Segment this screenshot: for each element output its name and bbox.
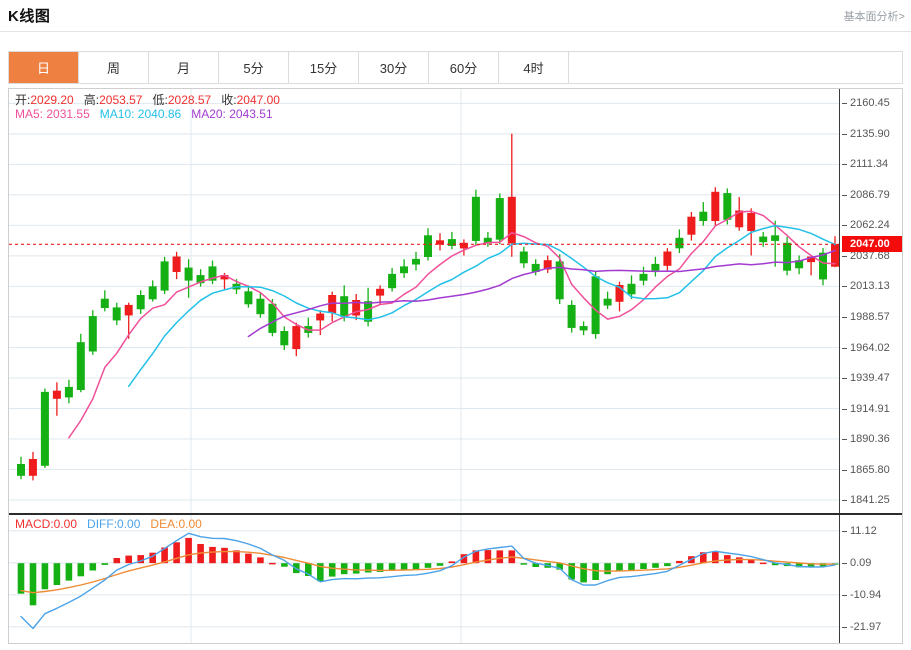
price-tick-7: 1988.57 [850, 310, 890, 323]
tab-7[interactable]: 4时 [499, 52, 569, 83]
price-tick-11: 1890.36 [850, 433, 890, 445]
price-tick-6: 2013.13 [850, 280, 890, 293]
current-price-tag: 2047.00 [842, 236, 902, 253]
price-tick-mark [842, 255, 847, 257]
price-tick-mark [842, 347, 847, 349]
tab-label: 60分 [449, 61, 478, 76]
price-tick-2: 2111.34 [850, 158, 889, 171]
price-tick-1: 2135.90 [850, 127, 890, 140]
price-tick-mark [842, 286, 847, 288]
tab-3[interactable]: 5分 [219, 52, 289, 83]
candlestick-plot[interactable] [9, 89, 902, 514]
tab-2[interactable]: 月 [149, 52, 219, 83]
tab-label: 4时 [523, 61, 544, 76]
price-tick-mark [842, 408, 847, 410]
tab-label: 周 [106, 61, 120, 76]
chart-frame: 开:2029.20 高:2053.57 低:2028.57 收:2047.00 … [8, 88, 903, 644]
macd-axis-line [839, 515, 840, 643]
price-tick-10: 1914.91 [850, 402, 890, 415]
price-tick-mark [842, 378, 847, 379]
macd-tick-3: -21.97 [850, 620, 882, 633]
price-tick-mark [842, 103, 847, 105]
price-tick-4: 2062.24 [850, 219, 890, 232]
price-tick-5: 2037.68 [850, 249, 890, 262]
price-pane[interactable]: 开:2029.20 高:2053.57 低:2028.57 收:2047.00 … [9, 89, 902, 514]
price-tick-mark [842, 133, 847, 135]
price-tick-mark [842, 194, 847, 196]
macd-tick-mark [842, 594, 847, 596]
macd-tick-mark [842, 530, 847, 532]
macd-axis-labels: 11.12 0.09 -10.94 -21.97 [842, 515, 902, 643]
macd-tick-mark [842, 562, 847, 564]
price-tick-0: 2160.45 [850, 97, 890, 110]
page-title: K线图 [8, 8, 51, 25]
macd-tick-0: 11.12 [850, 524, 877, 537]
price-tick-9: 1939.47 [850, 372, 890, 384]
period-tab-bar: 日 周 月 5分 15分 30分 60分 4时 [8, 51, 903, 84]
price-tick-mark [842, 225, 847, 227]
tab-bar-filler [569, 52, 902, 83]
price-tick-8: 1964.02 [850, 341, 890, 354]
tab-4[interactable]: 15分 [289, 52, 359, 83]
price-axis-line [839, 89, 840, 514]
price-tick-mark [842, 500, 847, 501]
page-header: K线图 基本面分析> [0, 0, 911, 32]
fundamental-analysis-link[interactable]: 基本面分析> [843, 11, 905, 23]
price-tick-mark [842, 469, 847, 471]
price-tick-mark [842, 439, 847, 440]
price-tick-13: 1841.25 [850, 494, 890, 506]
tab-label: 日 [36, 61, 50, 76]
tab-label: 30分 [379, 61, 408, 76]
macd-tick-1: 0.09 [850, 556, 872, 569]
tab-label: 月 [176, 61, 190, 76]
tab-label: 15分 [309, 61, 338, 76]
price-tick-12: 1865.80 [850, 463, 890, 476]
price-tick-mark [842, 164, 847, 166]
price-tick-mark [842, 316, 847, 318]
header-divider [0, 31, 911, 32]
pane-divider [9, 513, 902, 515]
tab-6[interactable]: 60分 [429, 52, 499, 83]
tab-1[interactable]: 周 [79, 52, 149, 83]
macd-pane[interactable]: MACD:0.00 DIFF:0.00 DEA:0.00 11.12 0.09 -1… [9, 515, 902, 643]
price-axis-labels: 2160.45 2135.90 2111.34 2086.79 2062.24 2037.… [842, 89, 902, 514]
tab-0[interactable]: 日 [9, 52, 79, 83]
tab-5[interactable]: 30分 [359, 52, 429, 83]
macd-plot[interactable] [9, 515, 902, 643]
macd-tick-mark [842, 626, 847, 628]
price-tick-3: 2086.79 [850, 188, 890, 201]
macd-tick-2: -10.94 [850, 588, 882, 601]
tab-label: 5分 [243, 61, 264, 76]
